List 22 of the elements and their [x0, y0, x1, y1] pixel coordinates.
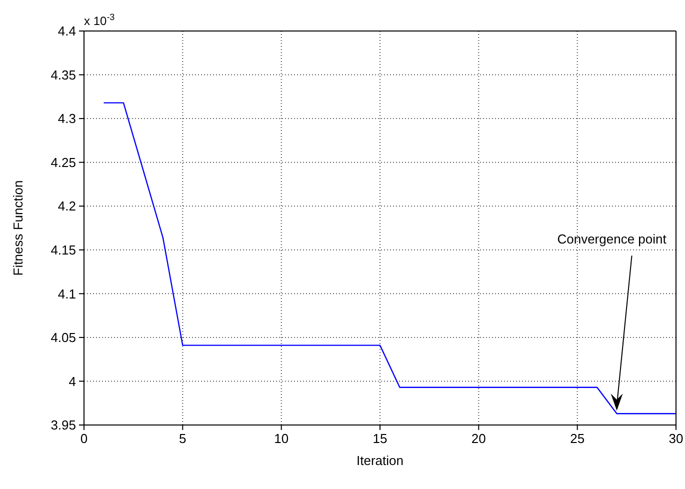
annotation: Convergence point [557, 232, 667, 247]
x-tick-label: 15 [372, 431, 388, 446]
y-tick-label: 4.05 [50, 330, 76, 346]
y-tick-label: 4.3 [58, 111, 76, 126]
y-tick-label: 4 [68, 374, 76, 389]
y-tick-label: 4.2 [58, 198, 76, 214]
y-axis-title: Fitness Function [10, 180, 26, 276]
line-series [103, 102, 676, 414]
y-tick-label: 4.25 [50, 154, 76, 170]
x-tick-label: 5 [179, 431, 186, 446]
y-tick-label: 4.15 [50, 242, 76, 258]
x-axis-title: Iteration [356, 453, 404, 468]
x-tick-label: 20 [471, 431, 486, 446]
x-tick-label: 0 [80, 431, 88, 446]
y-tick-label: 4.1 [58, 286, 76, 302]
x-tick-label: 25 [570, 431, 585, 446]
y-tick-label: 4.35 [50, 67, 76, 82]
x-tick-label: 10 [274, 431, 289, 446]
y-tick-label: 3.95 [50, 418, 76, 433]
x-tick-label: 30 [668, 431, 684, 446]
text: x 10$^{-3}$ [84, 12, 115, 28]
y-tick-label: 4.4 [58, 24, 76, 39]
